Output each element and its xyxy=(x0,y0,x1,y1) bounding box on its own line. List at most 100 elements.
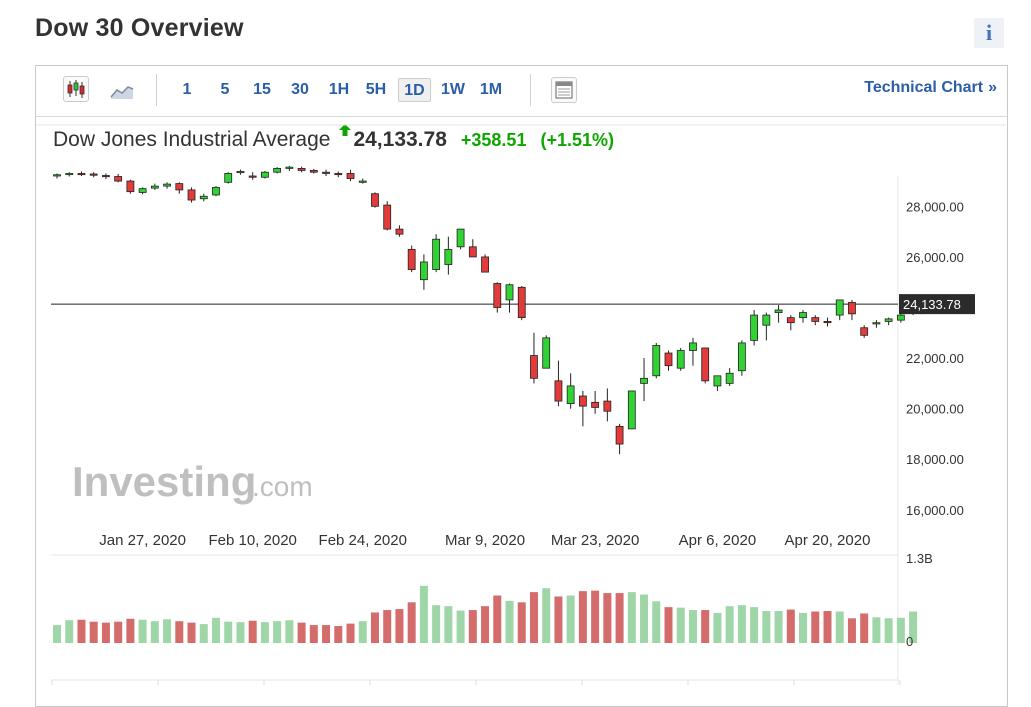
timeframe-5[interactable]: 5 xyxy=(220,81,230,98)
volume-bar xyxy=(481,606,490,643)
candle-body xyxy=(248,175,257,178)
last-price-label: 24,133.78 xyxy=(903,297,961,312)
volume-bar xyxy=(273,621,282,643)
volume-bar xyxy=(236,622,245,643)
volume-bar xyxy=(199,624,208,643)
candle-body xyxy=(542,337,551,369)
volume-bar xyxy=(65,620,74,643)
price-change-percent: (+1.51%) xyxy=(540,130,615,150)
volume-min-label: 0 xyxy=(906,634,913,649)
candle-body xyxy=(481,256,489,273)
candle-body xyxy=(725,372,734,384)
timeframe-30[interactable]: 30 xyxy=(291,81,309,98)
volume-bar xyxy=(468,610,477,643)
candle-body xyxy=(138,188,147,193)
y-tick-label: 22,000.00 xyxy=(906,351,964,366)
timeframe-1d[interactable]: 1D xyxy=(398,78,431,102)
volume-bar xyxy=(53,625,61,643)
volume-bar xyxy=(860,613,869,643)
candle-body xyxy=(236,171,245,174)
volume-bar xyxy=(150,621,159,643)
y-tick-label: 28,000.00 xyxy=(906,199,964,214)
page-title: Dow 30 Overview xyxy=(35,14,244,42)
area-chart-icon[interactable] xyxy=(108,76,134,102)
volume-bar xyxy=(566,595,575,643)
price-change: +358.51 xyxy=(460,130,527,150)
data-table-icon[interactable] xyxy=(551,77,577,103)
timeframe-1w[interactable]: 1W xyxy=(441,81,465,98)
volume-bar xyxy=(126,618,135,643)
volume-bar xyxy=(432,605,441,643)
candle-body xyxy=(762,314,771,326)
technical-chart-link[interactable]: Technical Chart» xyxy=(864,79,997,97)
x-tick-label: Apr 20, 2020 xyxy=(785,532,871,549)
volume-bar xyxy=(884,618,893,643)
candle-body xyxy=(517,286,526,319)
toolbar-separator xyxy=(530,74,531,106)
y-tick-label: 16,000.00 xyxy=(906,503,964,518)
volume-bar xyxy=(688,610,697,643)
volume-bar xyxy=(138,619,147,643)
volume-bar xyxy=(407,602,416,643)
candle-body xyxy=(419,261,428,281)
volume-bar xyxy=(713,612,722,643)
candle-body xyxy=(77,173,86,176)
volume-bar xyxy=(346,623,355,643)
volume-bar xyxy=(701,610,710,643)
volume-bar xyxy=(358,621,367,643)
toolbar-separator xyxy=(156,74,157,106)
timeframe-5h[interactable]: 5H xyxy=(365,81,387,98)
last-price: 24,133.78 xyxy=(353,128,447,151)
volume-bar xyxy=(456,610,465,643)
candle-body xyxy=(640,377,648,384)
timeframe-15[interactable]: 15 xyxy=(253,81,271,98)
candle-body xyxy=(860,327,869,336)
volume-bar xyxy=(187,622,196,643)
volume-bar xyxy=(309,625,318,643)
candle-body xyxy=(774,309,783,313)
timeframe-1[interactable]: 1 xyxy=(182,81,192,98)
volume-bar xyxy=(737,605,746,643)
volume-bar xyxy=(517,602,526,643)
candle-body xyxy=(664,352,673,367)
volume-max-label: 1.3B xyxy=(906,551,933,566)
watermark: Investing .com xyxy=(72,458,313,505)
volume-bar xyxy=(811,611,820,643)
info-icon[interactable]: i xyxy=(974,18,1004,48)
candle-body xyxy=(737,342,746,372)
volume-bar xyxy=(909,611,918,643)
volume-bar xyxy=(786,609,795,643)
volume-bar xyxy=(762,611,771,643)
volume-bar xyxy=(505,600,514,643)
candle-body xyxy=(444,248,453,265)
candle-body xyxy=(627,390,636,430)
volume-bar xyxy=(163,619,172,643)
candle-body xyxy=(578,395,587,407)
candle-body xyxy=(126,180,135,193)
candle-body xyxy=(383,204,392,230)
instrument-name: Dow Jones Industrial Average xyxy=(53,128,331,151)
volume-bar xyxy=(370,612,379,643)
candlestick-chart-icon[interactable] xyxy=(63,76,89,102)
candle-body xyxy=(823,321,832,324)
candle-body xyxy=(175,183,184,191)
volume-bar xyxy=(334,626,343,643)
x-tick-label: Jan 27, 2020 xyxy=(99,532,186,549)
volume-bar xyxy=(383,610,392,643)
candle-body xyxy=(896,314,905,321)
technical-chart-label: Technical Chart xyxy=(864,79,984,96)
candle-body xyxy=(676,350,685,369)
candlestick-chart[interactable]: Investing .com 28,000.0026,000.0024,000.… xyxy=(0,0,1031,685)
timeframe-1h[interactable]: 1H xyxy=(328,81,350,98)
volume-bar xyxy=(260,622,269,643)
candle-body xyxy=(407,248,416,270)
quote-header: Dow Jones Industrial Average 24,133.78 +35… xyxy=(53,124,615,158)
candle-body xyxy=(505,284,514,301)
candle-body xyxy=(285,166,294,169)
volume-bar xyxy=(627,592,636,643)
volume-bar xyxy=(297,622,306,643)
candle-body xyxy=(273,168,282,173)
candle-body xyxy=(187,189,196,201)
volume-bar xyxy=(175,621,184,643)
timeframe-1m[interactable]: 1M xyxy=(479,81,503,98)
